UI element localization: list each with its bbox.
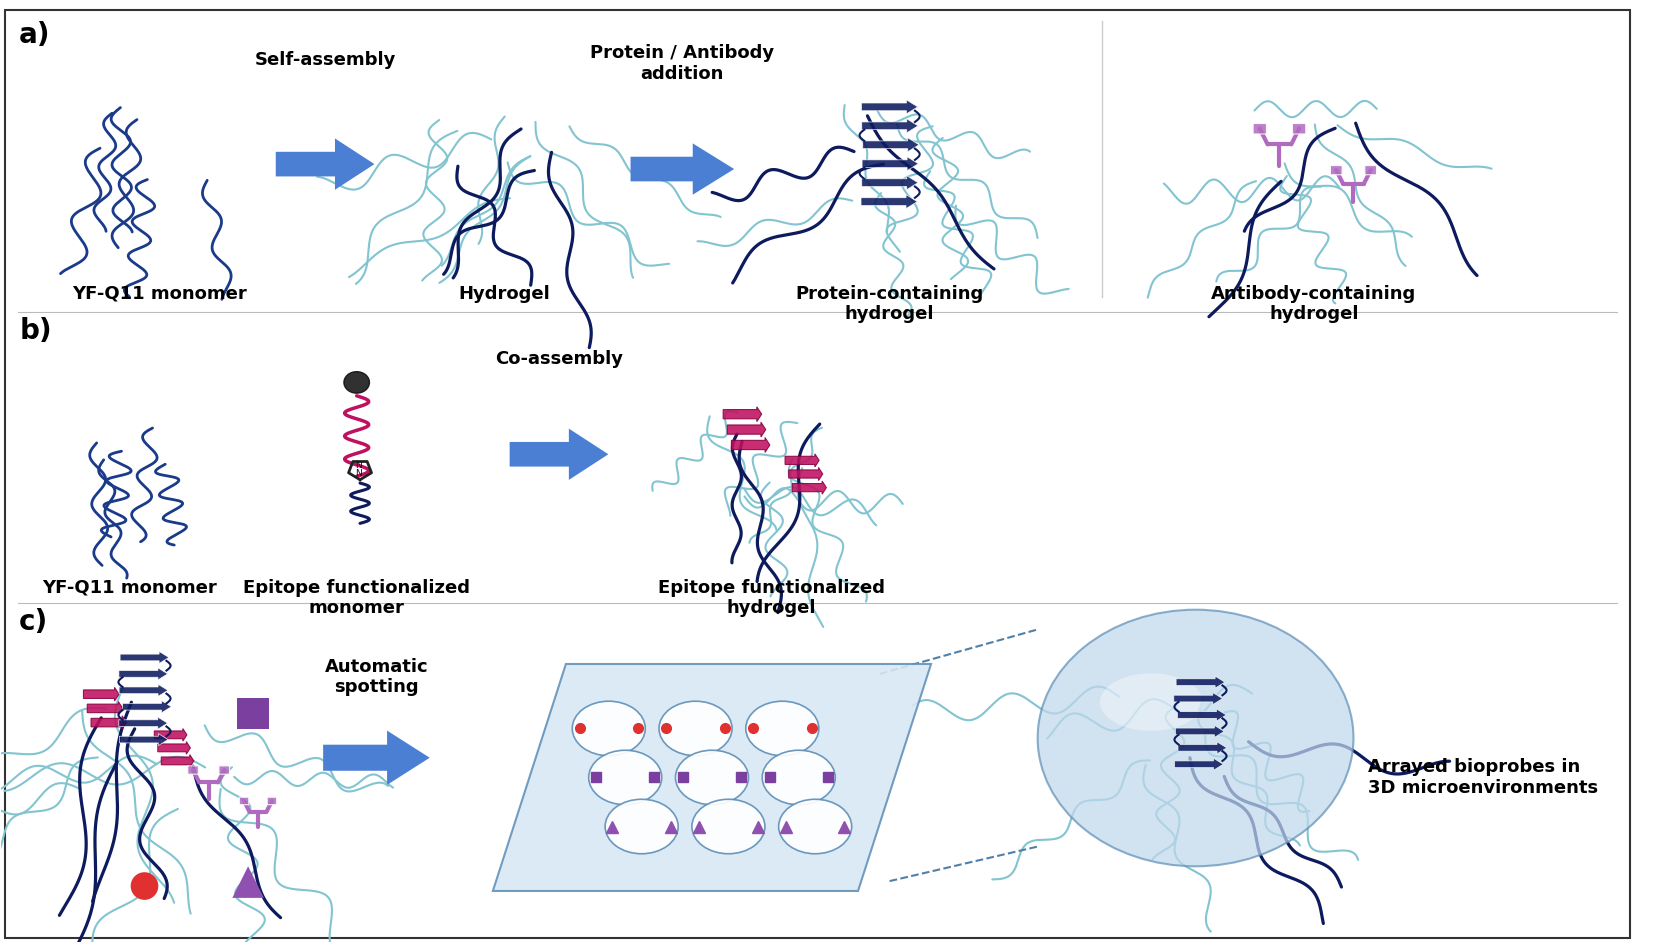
FancyBboxPatch shape <box>189 766 198 775</box>
Polygon shape <box>789 467 822 481</box>
Text: Antibody-containing
hydrogel: Antibody-containing hydrogel <box>1211 284 1416 323</box>
Text: Automatic
spotting: Automatic spotting <box>324 658 428 697</box>
FancyBboxPatch shape <box>1254 123 1267 134</box>
Polygon shape <box>509 428 609 480</box>
Polygon shape <box>1176 725 1224 738</box>
Text: Hydrogel: Hydrogel <box>458 284 551 302</box>
Polygon shape <box>122 701 172 713</box>
Polygon shape <box>83 687 119 701</box>
FancyBboxPatch shape <box>1292 123 1305 134</box>
Text: b): b) <box>20 317 51 345</box>
Polygon shape <box>1178 742 1227 754</box>
Polygon shape <box>119 668 167 680</box>
Polygon shape <box>731 438 769 452</box>
Polygon shape <box>862 100 918 114</box>
Polygon shape <box>792 481 827 494</box>
FancyBboxPatch shape <box>218 766 230 775</box>
FancyBboxPatch shape <box>1365 166 1376 174</box>
Text: Protein-containing
hydrogel: Protein-containing hydrogel <box>796 284 984 323</box>
Polygon shape <box>91 716 127 729</box>
Polygon shape <box>786 454 819 467</box>
Polygon shape <box>630 143 734 194</box>
Polygon shape <box>1174 693 1222 704</box>
Text: YF-Q11 monomer: YF-Q11 monomer <box>71 284 246 302</box>
Ellipse shape <box>572 702 645 756</box>
Ellipse shape <box>762 750 835 805</box>
Polygon shape <box>863 137 920 152</box>
Polygon shape <box>323 731 430 785</box>
Polygon shape <box>862 175 918 190</box>
Text: Epitope functionalized
hydrogel: Epitope functionalized hydrogel <box>658 578 885 617</box>
Ellipse shape <box>605 799 678 854</box>
Ellipse shape <box>675 750 749 805</box>
Polygon shape <box>119 717 167 729</box>
FancyBboxPatch shape <box>1330 166 1341 174</box>
Polygon shape <box>232 866 265 898</box>
Ellipse shape <box>344 372 369 393</box>
Text: c): c) <box>20 609 48 636</box>
Polygon shape <box>1174 758 1224 771</box>
Polygon shape <box>119 734 169 745</box>
Ellipse shape <box>658 702 733 756</box>
Text: YF-Q11 monomer: YF-Q11 monomer <box>43 578 217 596</box>
Text: Arrayed bioprobes in
3D microenvironments: Arrayed bioprobes in 3D microenvironment… <box>1368 758 1598 797</box>
Polygon shape <box>862 118 918 133</box>
Polygon shape <box>162 755 194 767</box>
Polygon shape <box>862 156 918 171</box>
Polygon shape <box>723 407 761 422</box>
Text: N
N: N N <box>356 461 362 479</box>
Polygon shape <box>154 729 187 741</box>
Polygon shape <box>121 651 169 664</box>
Polygon shape <box>119 684 167 697</box>
Ellipse shape <box>1037 610 1353 866</box>
Polygon shape <box>157 741 190 754</box>
Ellipse shape <box>779 799 852 854</box>
FancyBboxPatch shape <box>240 797 248 805</box>
Polygon shape <box>728 422 766 437</box>
Ellipse shape <box>691 799 764 854</box>
Polygon shape <box>88 702 122 715</box>
Polygon shape <box>276 138 374 190</box>
Text: Self-assembly: Self-assembly <box>255 50 395 68</box>
Text: Epitope functionalized
monomer: Epitope functionalized monomer <box>243 578 470 617</box>
Ellipse shape <box>131 872 159 900</box>
Text: Co-assembly: Co-assembly <box>495 350 624 368</box>
Ellipse shape <box>1100 673 1202 731</box>
Text: a): a) <box>20 21 51 49</box>
Text: Protein / Antibody
addition: Protein / Antibody addition <box>590 44 774 82</box>
Polygon shape <box>862 194 918 209</box>
Polygon shape <box>1176 676 1226 688</box>
FancyBboxPatch shape <box>268 797 276 805</box>
Polygon shape <box>1178 709 1226 721</box>
Ellipse shape <box>589 750 662 805</box>
Ellipse shape <box>746 702 819 756</box>
Polygon shape <box>493 664 931 891</box>
Bar <box>237 698 270 729</box>
